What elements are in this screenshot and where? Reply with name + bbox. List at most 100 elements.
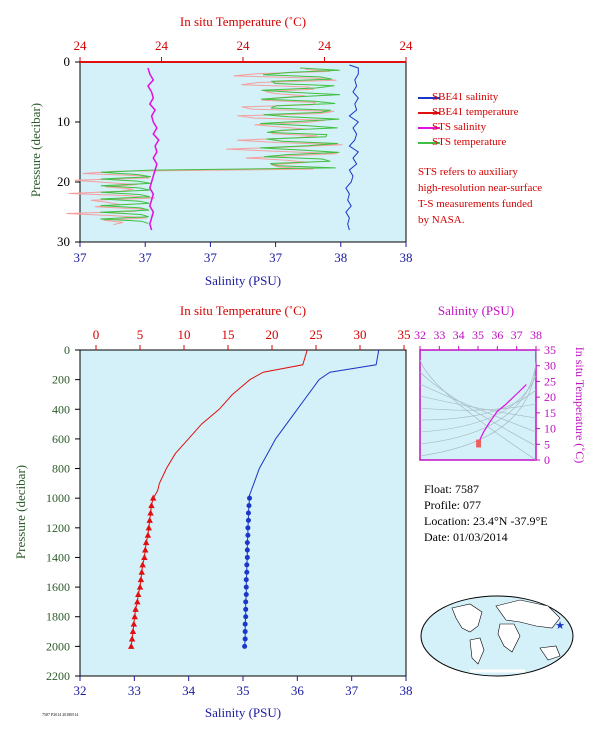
- top-pressure-tick-label: 10: [57, 114, 70, 129]
- main-pressure-tick-label: 1200: [46, 521, 70, 535]
- main-sal-tick-label: 34: [182, 683, 196, 698]
- salinity-point: [244, 540, 250, 546]
- full-profile-plot-area: [79, 349, 407, 677]
- temperature-point: [134, 598, 141, 605]
- main-temp-ticks: 0 5 10 15 20 25 30 35: [93, 327, 411, 350]
- top-temp-tick-label: 24: [318, 38, 332, 53]
- salinity-point: [245, 532, 251, 538]
- top-panel-series: [66, 61, 406, 231]
- density-contour: [419, 371, 537, 447]
- sts-temperature-line: [100, 67, 341, 224]
- salinity-point: [243, 584, 249, 590]
- main-pressure-tick-label: 800: [52, 462, 70, 476]
- temperature-point: [145, 524, 152, 531]
- legend-swatch: [418, 112, 440, 114]
- map-south-america: [469, 637, 485, 665]
- main-pressure-tick-label: 200: [52, 373, 70, 387]
- temperature-point: [144, 531, 152, 538]
- main-pressure-tick-label: 600: [52, 432, 70, 446]
- ts-temp-tick-label: 35: [544, 343, 556, 357]
- main-sal-ticks: 32 33 34 35 36 37 38: [74, 676, 413, 698]
- main-pressure-tick-label: 400: [52, 402, 70, 416]
- temperature-point: [136, 583, 144, 590]
- top-sal-tick-label: 37: [204, 250, 218, 265]
- top-panel-sal-axis-title: Salinity (PSU): [205, 273, 281, 288]
- top-panel-pressure-axis-title: Pressure (decibar): [28, 103, 43, 197]
- main-series: [128, 349, 380, 649]
- density-contour: [419, 403, 537, 411]
- main-temp-tick-label: 35: [398, 327, 411, 342]
- top-temp-tick-label: 24: [237, 38, 251, 53]
- map-north-america: [451, 603, 483, 633]
- map-australia: [539, 645, 561, 661]
- top-sal-tick-label: 38: [334, 250, 347, 265]
- main-temp-tick-label: 5: [137, 327, 144, 342]
- density-contour: [419, 395, 537, 419]
- profile-number: Profile: 077: [424, 498, 481, 512]
- legend-swatch: [418, 97, 440, 99]
- ts-temp-tick-label: 25: [544, 374, 556, 388]
- top-pressure-tick-label: 20: [57, 174, 70, 189]
- top-panel-sal-ticks: 37 37 37 37 38 38: [74, 242, 413, 265]
- main-pressure-tick-label: 2200: [46, 669, 70, 683]
- main-temp-tick-label: 20: [266, 327, 279, 342]
- salinity-point: [245, 510, 251, 516]
- salinity-point: [242, 629, 248, 635]
- top-temp-tick-label: 24: [400, 38, 414, 53]
- sts-note: STS refers to auxiliary high-resolution …: [418, 166, 543, 226]
- ts-temp-tick-label: 30: [544, 359, 556, 373]
- top-temp-tick-label: 24: [155, 38, 169, 53]
- main-pressure-tick-label: 1000: [46, 491, 70, 505]
- ts-diagram-panel: Salinity (PSU) In situ Temperature (˚C) …: [414, 303, 587, 467]
- ts-curve: [476, 384, 527, 448]
- full-profile-panel: In situ Temperature (˚C) Salinity (PSU) …: [13, 303, 413, 720]
- salinity-point: [246, 503, 252, 509]
- ts-temp-tick-label: 15: [544, 406, 556, 420]
- top-panel-temp-ticks: 24 24 24 24 24: [74, 38, 414, 62]
- salinity-point: [243, 614, 249, 620]
- ts-sal-tick-label: 32: [414, 328, 426, 342]
- near-surface-panel: In situ Temperature (˚C) Salinity (PSU) …: [28, 14, 413, 288]
- float-location: Location: 23.4°N -37.9°E: [424, 514, 548, 528]
- density-contour: [419, 375, 537, 433]
- legend-swatch: [418, 142, 440, 144]
- map-eurasia: [495, 599, 561, 629]
- top-sal-tick-label: 37: [74, 250, 88, 265]
- main-sal-tick-label: 35: [237, 683, 250, 698]
- temperature-point: [128, 635, 136, 642]
- temperature-point: [150, 494, 157, 501]
- main-pressure-ticks: 0 200 400 600 800 1000 1200 1400 1600 1800 2000 220…: [46, 343, 80, 683]
- near-surface-plot-area: [79, 61, 407, 243]
- main-temp-tick-label: 15: [222, 327, 235, 342]
- salinity-point: [247, 495, 253, 501]
- main-temp-tick-label: 0: [93, 327, 100, 342]
- temperature-point: [137, 576, 145, 583]
- temperature-point: [132, 605, 139, 612]
- main-temp-tick-label: 25: [310, 327, 323, 342]
- ts-sal-tick-label: 38: [530, 328, 542, 342]
- salinity-point: [243, 606, 249, 612]
- ts-sal-tick-label: 35: [472, 328, 484, 342]
- top-panel-temp-axis-title: In situ Temperature (˚C): [180, 14, 306, 29]
- salinity-point: [242, 621, 248, 627]
- main-temp-tick-label: 30: [354, 327, 367, 342]
- temperature-point: [147, 509, 154, 516]
- main-sal-tick-label: 33: [128, 683, 141, 698]
- salinity-point: [243, 599, 249, 605]
- salinity-point: [243, 592, 249, 597]
- main-pressure-tick-label: 1400: [46, 550, 70, 564]
- sts-temperature-pink-line: [66, 68, 343, 226]
- profile-date: Date: 01/03/2014: [424, 530, 508, 544]
- ts-temp-tick-label: 5: [544, 437, 550, 451]
- sts-salinity-line: [147, 67, 160, 231]
- footer-tag: 7587 P2014 20180514: [42, 712, 78, 717]
- salinity-point: [242, 643, 248, 649]
- map-africa: [497, 623, 521, 653]
- world-map-inset: ★: [420, 595, 574, 677]
- ts-temp-tick-label: 20: [544, 390, 556, 404]
- float-id: Float: 7587: [424, 482, 480, 496]
- main-pressure-tick-label: 1800: [46, 610, 70, 624]
- top-pressure-tick-label: 30: [57, 234, 70, 249]
- main-temp-axis-title: In situ Temperature (˚C): [180, 303, 306, 318]
